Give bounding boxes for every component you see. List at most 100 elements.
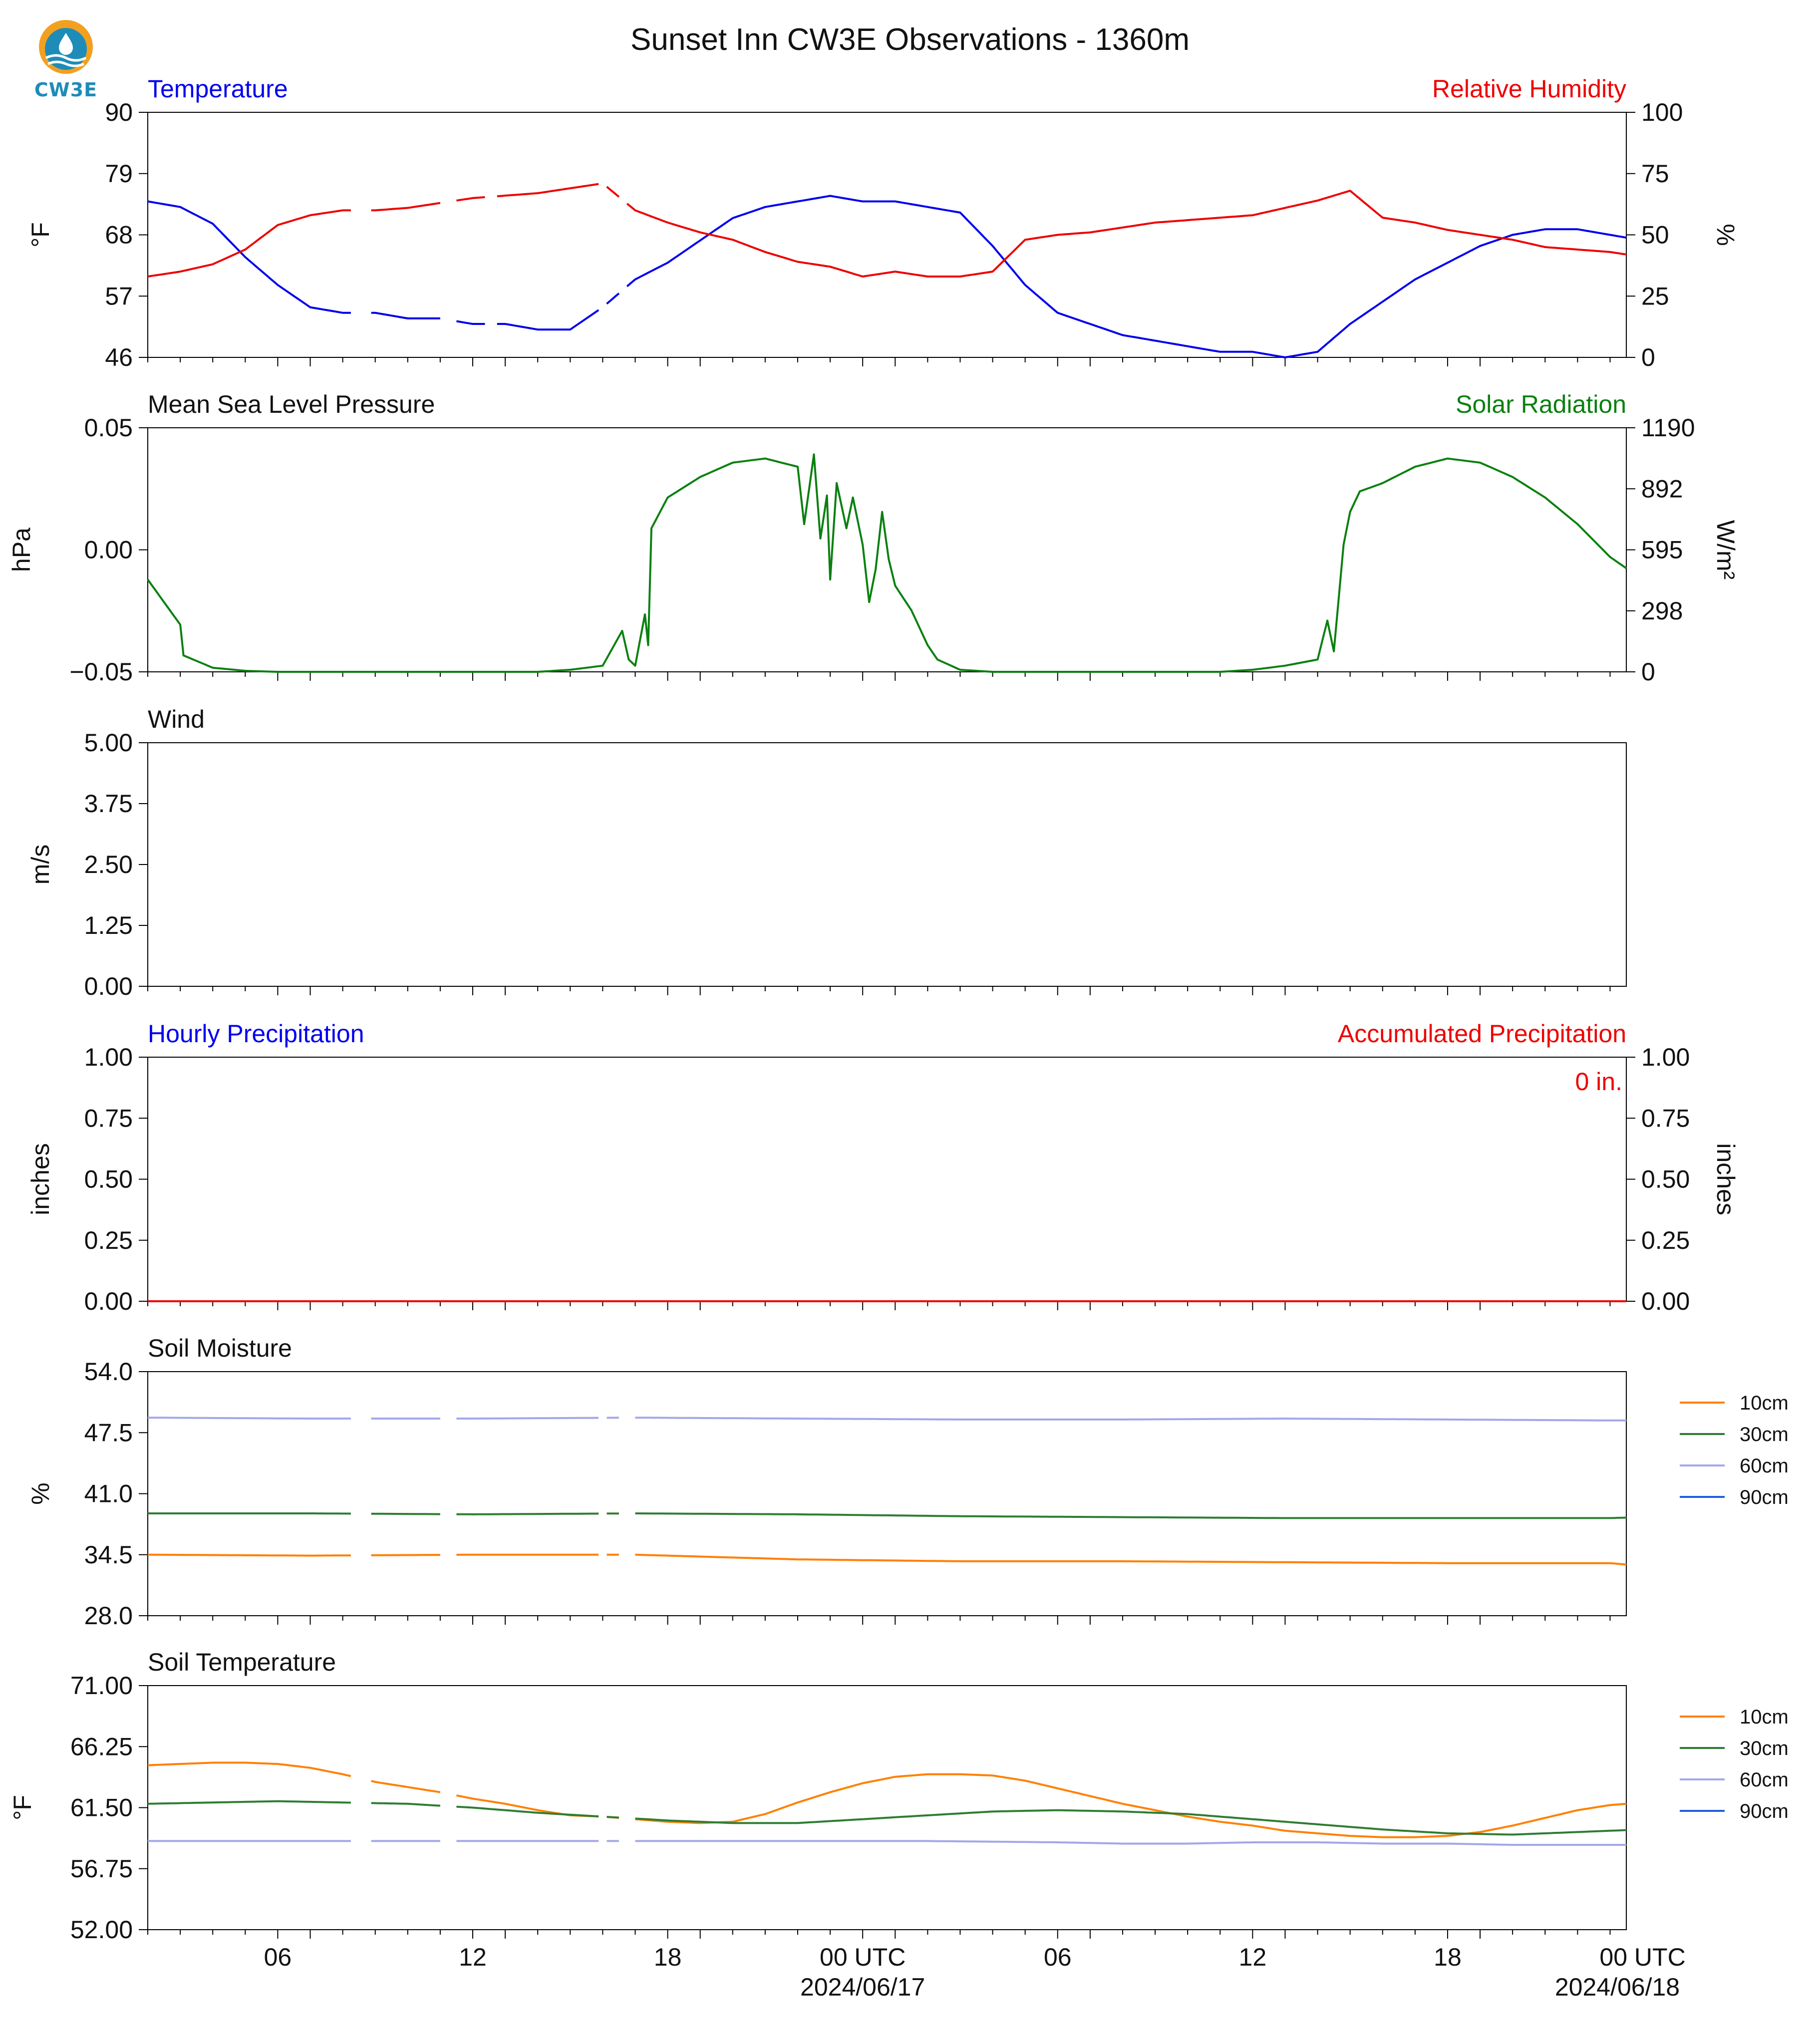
y2-axis-label: % — [1712, 224, 1740, 246]
series-line-temperature — [626, 195, 1627, 358]
panel-soil_moisture — [139, 1371, 1725, 1625]
x-date-label: 2024/06/18 — [1555, 1973, 1680, 2001]
legend-label: 10cm — [1740, 1706, 1789, 1728]
plot-frame — [147, 742, 1627, 987]
y-tick-label: 41.0 — [84, 1480, 133, 1508]
panel-title-left: Mean Sea Level Pressure — [148, 390, 435, 418]
y-tick-label: 34.5 — [84, 1541, 133, 1569]
series-line-30cm — [456, 1805, 599, 1817]
series-line-60cm — [635, 1417, 1626, 1422]
y-tick-label: 0.25 — [84, 1226, 133, 1254]
series-line-10cm — [147, 1761, 351, 1777]
x-tick-label: 12 — [1239, 1943, 1267, 1971]
y-tick-label: 54.0 — [84, 1358, 133, 1386]
legend-label: 30cm — [1740, 1738, 1789, 1759]
y-tick-label: 1.25 — [84, 911, 133, 939]
legend-label: 10cm — [1740, 1392, 1789, 1414]
x-tick-label: 18 — [654, 1943, 682, 1971]
series-line-relative-humidity — [371, 202, 441, 212]
panel-title-left: Hourly Precipitation — [148, 1020, 364, 1048]
x-tick-label: 06 — [264, 1943, 292, 1971]
logo-text: CW3E — [34, 79, 98, 101]
x-tick-label: 06 — [1044, 1943, 1072, 1971]
y-tick-label: 90 — [105, 98, 133, 126]
y-tick-label: 52.00 — [70, 1916, 133, 1944]
series-line-10cm — [371, 1780, 441, 1793]
series-line-30cm — [635, 1809, 1627, 1836]
legend — [1680, 1402, 1725, 1498]
y-tick-label: 71.00 — [70, 1672, 133, 1700]
panel-precip — [139, 1057, 1635, 1310]
y-axis-label: % — [26, 1482, 54, 1504]
cw3e-logo-icon — [39, 20, 93, 74]
y-axis-label: °F — [26, 222, 54, 248]
y2-tick-label: 50 — [1641, 221, 1669, 249]
series-line-solar-radiation — [147, 453, 1627, 673]
legend — [1680, 1716, 1725, 1812]
y-tick-label: 56.75 — [70, 1855, 133, 1883]
y2-tick-label: 298 — [1641, 597, 1683, 625]
y-tick-label: 0.50 — [84, 1165, 133, 1193]
panel-title-left: Temperature — [148, 75, 288, 103]
series-line-30cm — [148, 1512, 351, 1515]
plot-frame — [147, 112, 1627, 358]
y-tick-label: 0.00 — [84, 972, 133, 1000]
y-tick-label: 3.75 — [84, 790, 133, 818]
series-line-30cm — [635, 1512, 1627, 1519]
panel-title-left: Wind — [148, 705, 205, 733]
y-tick-label: 79 — [105, 160, 133, 188]
legend-label: 30cm — [1740, 1424, 1789, 1446]
y-tick-label: 1.00 — [84, 1043, 133, 1071]
panel-title-right: Accumulated Precipitation — [1338, 1020, 1626, 1048]
plot-frame — [147, 1685, 1627, 1930]
y-tick-label: 57 — [105, 282, 133, 310]
series-line-10cm — [635, 1553, 1627, 1566]
y-axis-label: inches — [26, 1143, 54, 1215]
y-tick-label: 28.0 — [84, 1602, 133, 1630]
series-line-relative-humidity — [456, 196, 485, 202]
panel-title-left: Soil Moisture — [148, 1334, 292, 1362]
series-line-temperature — [606, 292, 620, 305]
series-line-relative-humidity — [606, 186, 620, 198]
x-tick-label: 12 — [459, 1943, 487, 1971]
panel-pressure_solar — [139, 427, 1635, 681]
plot-frame — [147, 1057, 1627, 1302]
y2-tick-label: 0.75 — [1641, 1104, 1690, 1132]
y2-axis-label: inches — [1712, 1143, 1740, 1215]
series-line-relative-humidity — [626, 190, 1627, 278]
y-tick-label: 0.75 — [84, 1104, 133, 1132]
x-tick-label: 18 — [1434, 1943, 1462, 1971]
chart-title: Sunset Inn CW3E Observations - 1360m — [630, 22, 1190, 57]
series-line-30cm — [371, 1802, 440, 1807]
y2-tick-label: 0 — [1641, 658, 1655, 686]
panel-temp_rh — [139, 112, 1635, 366]
series-line-temperature — [147, 200, 351, 314]
y-tick-label: 2.50 — [84, 851, 133, 878]
series-line-30cm — [147, 1800, 351, 1805]
x-tick-label: 00 UTC — [1599, 1943, 1685, 1971]
y-tick-label: 46 — [105, 343, 133, 371]
y2-tick-label: 595 — [1641, 536, 1683, 564]
y2-tick-label: 0.50 — [1641, 1165, 1690, 1193]
y-tick-label: 5.00 — [84, 729, 133, 757]
y-tick-label: 66.25 — [70, 1733, 133, 1760]
series-line-60cm — [148, 1417, 351, 1420]
y-tick-label: 68 — [105, 221, 133, 249]
series-line-60cm — [635, 1840, 1626, 1846]
y2-tick-label: 1190 — [1641, 414, 1695, 442]
y2-tick-label: 25 — [1641, 282, 1669, 310]
y2-tick-label: 75 — [1641, 160, 1669, 188]
panel-wind — [139, 742, 1627, 995]
y-tick-label: 0.05 — [84, 414, 133, 442]
y-tick-label: 0.00 — [84, 1287, 133, 1315]
x-tick-label: 00 UTC — [820, 1943, 906, 1971]
plot-frame — [147, 1371, 1627, 1616]
panel-soil_temperature — [139, 1685, 1725, 1939]
y-tick-label: −0.05 — [69, 658, 133, 686]
y-tick-label: 61.50 — [70, 1794, 133, 1822]
series-line-10cm — [635, 1773, 1627, 1838]
y-tick-label: 47.5 — [84, 1419, 133, 1447]
series-line-30cm — [456, 1512, 599, 1515]
y2-tick-label: 0.25 — [1641, 1226, 1690, 1254]
series-line-10cm — [456, 1794, 599, 1818]
